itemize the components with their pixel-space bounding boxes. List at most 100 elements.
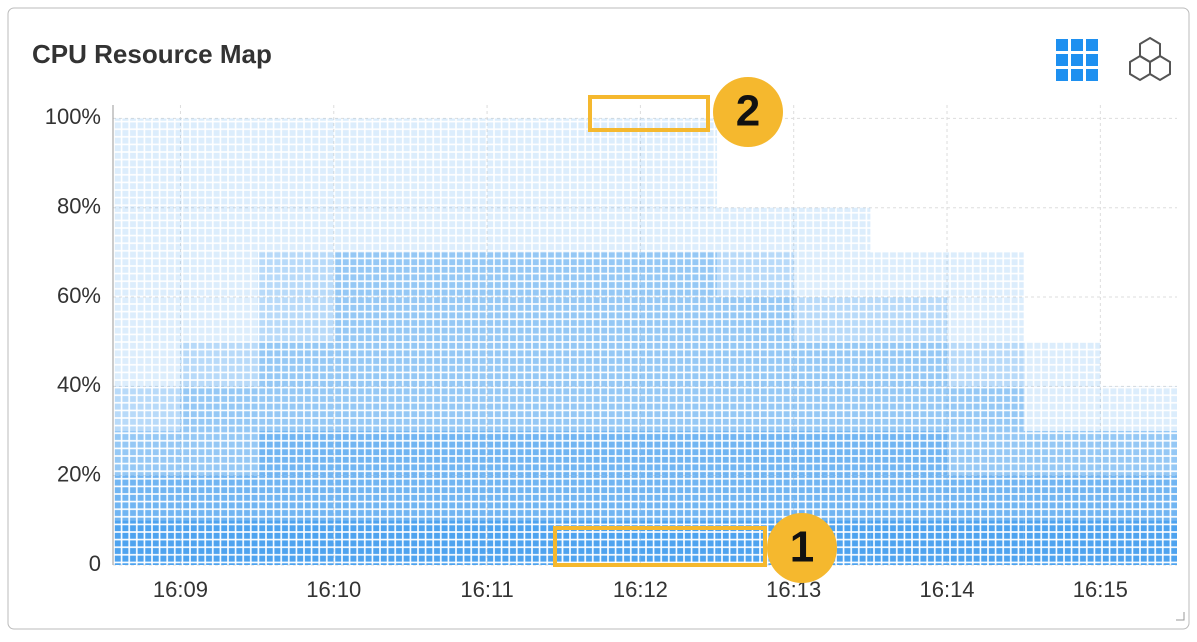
heat-cell	[793, 431, 871, 476]
heat-cell	[793, 475, 871, 521]
heat-cell	[563, 207, 641, 253]
heat-cell	[487, 297, 564, 342]
heat-cell	[947, 475, 1024, 521]
x-tick-label: 16:15	[1073, 577, 1128, 602]
heat-cell	[793, 386, 871, 432]
heat-cell	[717, 431, 794, 476]
annotation-box	[588, 95, 710, 132]
annotation-badge	[767, 513, 837, 583]
heat-cell	[640, 252, 718, 298]
heat-cell	[333, 386, 411, 432]
heat-cell	[487, 163, 564, 208]
heat-cell	[1023, 431, 1101, 476]
heat-cell	[113, 163, 181, 208]
heat-cell	[180, 520, 258, 565]
heat-cell	[640, 386, 718, 432]
heat-cell	[563, 431, 641, 476]
heat-cell	[410, 431, 488, 476]
annotation-label: 1	[790, 523, 814, 572]
heat-cell	[180, 341, 258, 387]
y-tick-label: 60%	[57, 283, 101, 308]
heat-cell	[410, 252, 488, 298]
heat-cell	[487, 520, 564, 565]
heat-cell	[487, 341, 564, 387]
heat-cell	[870, 431, 948, 476]
heat-cell	[257, 207, 334, 253]
heat-cell	[793, 252, 871, 298]
heat-cell	[410, 520, 488, 565]
x-tick-label: 16:10	[306, 577, 361, 602]
heat-cell	[410, 118, 488, 164]
heat-cell	[487, 252, 564, 298]
heat-cell	[1023, 341, 1101, 387]
heat-cell	[180, 475, 258, 521]
heat-cell	[180, 118, 258, 164]
heat-cell	[640, 431, 718, 476]
heat-cell	[1023, 475, 1101, 521]
heat-cell	[870, 475, 948, 521]
heat-cell	[113, 252, 181, 298]
heat-cell	[410, 297, 488, 342]
grid-view-icon[interactable]	[1056, 39, 1098, 81]
heat-cell	[257, 163, 334, 208]
y-tick-label: 100%	[45, 104, 101, 129]
annotation-box	[553, 526, 767, 567]
heat-cell	[563, 341, 641, 387]
heat-cell	[333, 520, 411, 565]
hexagon-view-icon[interactable]	[1129, 36, 1171, 82]
heat-cell	[257, 341, 334, 387]
heat-cell	[410, 475, 488, 521]
heat-cell	[410, 163, 488, 208]
heat-cell	[180, 207, 258, 253]
heat-cell	[640, 118, 718, 164]
x-tick-label: 16:14	[919, 577, 974, 602]
heat-cell	[487, 386, 564, 432]
heat-cell	[717, 252, 794, 298]
heat-cell	[1100, 475, 1177, 521]
heat-cell	[180, 386, 258, 432]
heat-cell	[947, 431, 1024, 476]
heat-cell	[717, 341, 794, 387]
heat-cell	[563, 386, 641, 432]
heat-cell	[947, 252, 1024, 298]
resize-handle[interactable]	[1176, 612, 1185, 621]
heat-cell	[180, 163, 258, 208]
heat-cell	[640, 297, 718, 342]
heat-cell	[333, 252, 411, 298]
heat-cell	[793, 297, 871, 342]
heat-cell	[793, 341, 871, 387]
heat-cell	[487, 431, 564, 476]
heat-cell	[410, 207, 488, 253]
heat-cell	[333, 207, 411, 253]
annotation-label: 2	[736, 87, 760, 136]
heat-cell	[563, 475, 641, 521]
heat-cell	[257, 520, 334, 565]
y-tick-label: 80%	[57, 194, 101, 219]
heat-cell	[113, 431, 181, 476]
y-tick-label: 40%	[57, 372, 101, 397]
heat-cell	[1100, 431, 1177, 476]
heat-cell	[257, 297, 334, 342]
heat-cell	[180, 431, 258, 476]
heat-cell	[1023, 386, 1101, 432]
heat-cell	[947, 297, 1024, 342]
heat-cell	[113, 118, 181, 164]
heat-cell	[333, 118, 411, 164]
chart-title: CPU Resource Map	[32, 39, 272, 69]
heat-cell	[870, 252, 948, 298]
heat-cell	[717, 386, 794, 432]
heat-cell	[333, 475, 411, 521]
heat-cell	[563, 297, 641, 342]
heat-cell	[947, 386, 1024, 432]
heat-cell	[257, 386, 334, 432]
heat-cell	[1100, 386, 1177, 432]
heat-cell	[257, 252, 334, 298]
x-tick-label: 16:09	[153, 577, 208, 602]
heat-cell	[113, 207, 181, 253]
heat-cell	[257, 118, 334, 164]
y-tick-label: 20%	[57, 461, 101, 486]
heat-cell	[487, 207, 564, 253]
x-tick-label: 16:12	[613, 577, 668, 602]
